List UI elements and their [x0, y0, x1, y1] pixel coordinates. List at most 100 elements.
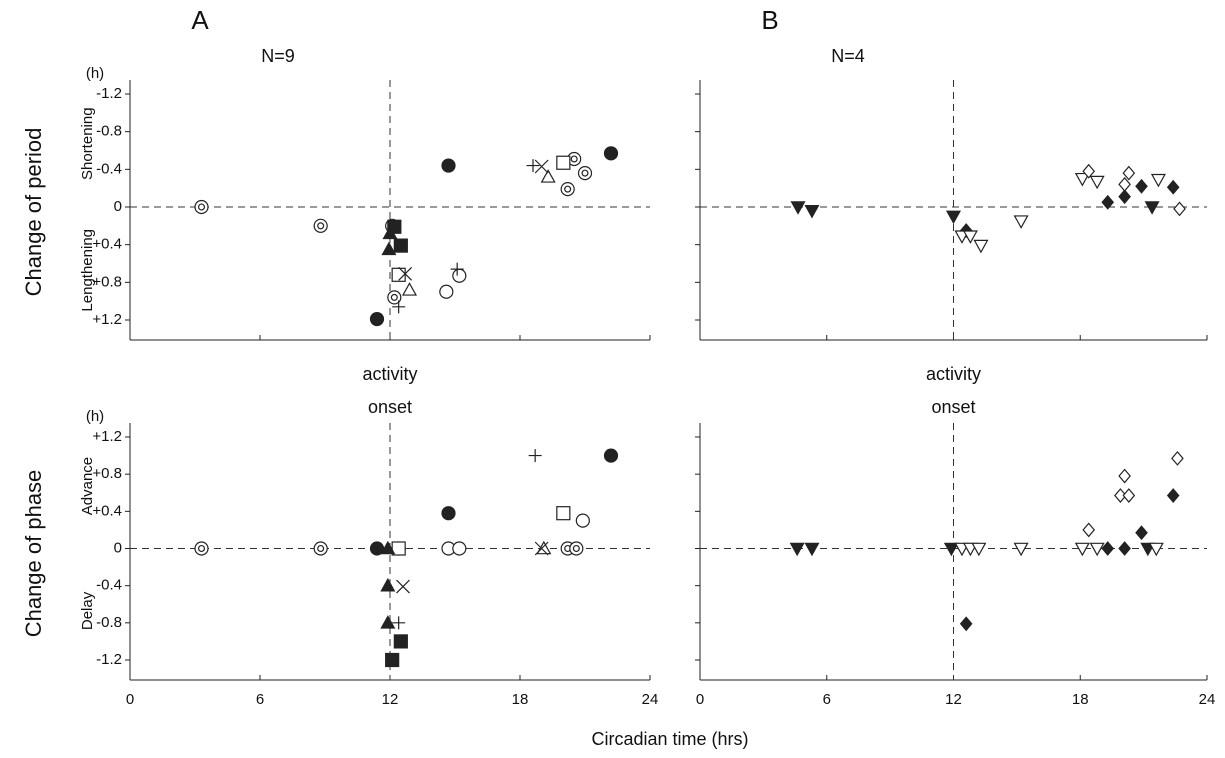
data-point [569, 541, 584, 556]
y-side-label: Delay [79, 591, 96, 630]
data-point [393, 238, 408, 253]
data-point [441, 158, 456, 173]
marker-shape [971, 542, 987, 557]
data-point [450, 262, 464, 276]
marker-shape [570, 155, 578, 163]
marker-shape [401, 282, 418, 296]
marker-shape [1166, 179, 1180, 195]
data-point [1135, 525, 1148, 541]
marker-shape [396, 579, 410, 594]
data-point [1148, 542, 1164, 557]
marker-shape [575, 513, 590, 528]
data-point [603, 448, 619, 463]
y-tick-label: +0.8 [92, 465, 122, 482]
marker-shape [962, 230, 978, 244]
data-point [194, 199, 209, 215]
data-point [1171, 450, 1184, 466]
marker-shape [380, 577, 396, 592]
marker-shape [603, 146, 619, 161]
data-point [313, 218, 328, 233]
marker-shape [556, 155, 571, 170]
data-point [1166, 488, 1180, 503]
marker-shape [391, 541, 406, 556]
marker-shape [317, 544, 325, 553]
data-point [194, 541, 209, 556]
marker-shape [804, 204, 820, 219]
y-tick-label: -0.8 [96, 614, 122, 631]
marker-shape [197, 544, 206, 553]
data-point [313, 541, 328, 556]
data-point [540, 169, 556, 183]
marker-shape [1118, 541, 1131, 556]
data-point [1118, 189, 1131, 205]
data-point [1150, 173, 1166, 188]
marker-shape [1089, 542, 1105, 557]
marker-shape [1166, 488, 1180, 503]
y-tick-label: -0.4 [96, 577, 122, 594]
data-point [1122, 165, 1136, 181]
data-point [943, 542, 959, 557]
data-point [556, 155, 571, 170]
y-tick-label: 0 [114, 539, 122, 556]
data-point [393, 634, 408, 649]
annotation: activity [926, 364, 981, 384]
marker-shape [450, 262, 464, 276]
marker-shape [369, 311, 385, 327]
unit-label: (h) [86, 408, 104, 425]
data-point [369, 311, 385, 327]
data-point [398, 266, 413, 281]
data-point [1101, 541, 1115, 556]
data-point [382, 225, 398, 240]
data-point [536, 540, 552, 555]
data-point [1166, 179, 1180, 195]
y-tick-label: -0.4 [96, 160, 122, 177]
x-tick-label: 0 [126, 691, 134, 708]
data-point [1114, 488, 1127, 503]
marker-shape [526, 159, 540, 173]
data-point [1118, 468, 1131, 484]
marker-shape [380, 615, 396, 629]
marker-shape [790, 201, 806, 215]
marker-shape [197, 203, 206, 211]
data-point [441, 506, 456, 521]
data-point [534, 541, 549, 556]
data-point [790, 201, 806, 215]
annotation: onset [368, 397, 412, 417]
marker-shape [959, 616, 973, 632]
marker-shape [945, 210, 962, 225]
annotation: onset [931, 397, 975, 417]
x-tick-label: 6 [256, 691, 264, 708]
marker-shape [540, 169, 556, 183]
marker-shape [804, 542, 820, 557]
y-tick-label: -1.2 [96, 85, 122, 102]
marker-shape [393, 634, 408, 649]
marker-shape [1101, 541, 1115, 556]
data-point [369, 541, 385, 556]
marker-shape [1135, 178, 1148, 194]
marker-shape [1144, 201, 1160, 215]
marker-shape [317, 222, 325, 230]
data-point [603, 146, 619, 161]
marker-shape [369, 541, 385, 556]
data-point [396, 579, 410, 594]
y-axis-label: Change of phase [21, 470, 46, 638]
x-tick-label: 24 [642, 691, 659, 708]
data-point [1173, 201, 1186, 217]
data-point [1118, 541, 1131, 556]
data-point [577, 166, 593, 181]
data-point [391, 541, 406, 556]
marker-shape [391, 267, 406, 282]
data-point [575, 513, 590, 528]
data-point [1082, 522, 1096, 538]
data-point [392, 616, 406, 630]
x-tick-label: 6 [823, 691, 831, 708]
unit-label: (h) [86, 65, 104, 82]
marker-shape [1118, 176, 1131, 192]
data-point [804, 204, 820, 219]
data-point [534, 159, 549, 174]
data-point [1118, 176, 1131, 192]
marker-shape [534, 541, 549, 556]
y-side-label: Shortening [79, 107, 96, 180]
marker-shape [581, 169, 589, 177]
x-tick-label: 18 [1072, 691, 1089, 708]
